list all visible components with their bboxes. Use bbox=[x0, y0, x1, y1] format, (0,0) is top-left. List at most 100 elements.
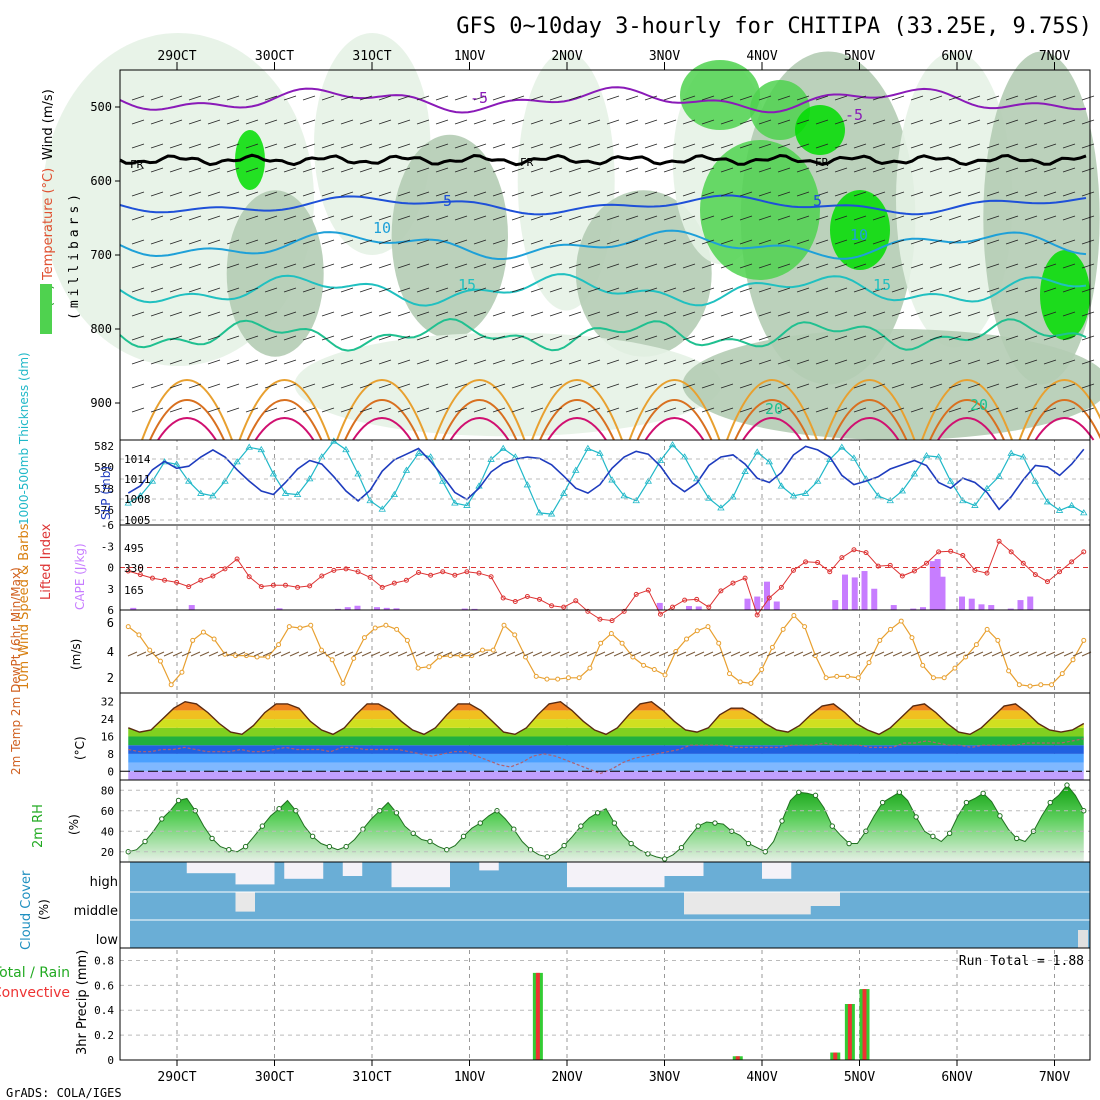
wind-barb bbox=[948, 95, 962, 101]
rh2m-point bbox=[360, 826, 366, 832]
wind-barb bbox=[169, 239, 183, 245]
wind-barb bbox=[454, 407, 468, 413]
rh2m-ylabel: 2m RH bbox=[31, 804, 46, 848]
freezing-label: FR bbox=[815, 156, 829, 169]
wind-barb bbox=[340, 119, 354, 125]
wind-barb bbox=[1062, 191, 1076, 197]
cape-bar bbox=[1007, 608, 1014, 610]
wind-barb bbox=[967, 239, 981, 245]
wind-barb bbox=[720, 239, 734, 245]
wind-barb-10m bbox=[370, 651, 381, 657]
wind-barb bbox=[397, 215, 411, 221]
cape-bar bbox=[744, 598, 751, 610]
wind-speed-point bbox=[136, 632, 142, 638]
wind-barb bbox=[131, 383, 145, 389]
wind-barb-10m bbox=[253, 651, 264, 657]
top-date-label: 2NOV bbox=[551, 49, 582, 64]
wind-barb bbox=[663, 119, 677, 125]
wind-barb bbox=[568, 407, 582, 413]
wind-barb bbox=[1062, 119, 1076, 125]
wind-barb bbox=[872, 335, 886, 341]
wind-barb bbox=[1081, 287, 1095, 293]
wind-barb bbox=[777, 311, 791, 317]
wind-barb bbox=[492, 407, 506, 413]
wind-barb-10m bbox=[739, 651, 750, 657]
wind-barb bbox=[492, 95, 506, 101]
wind-barb-10m bbox=[631, 651, 642, 657]
lifted-index-point bbox=[718, 588, 724, 594]
warm-arch-contour bbox=[644, 417, 705, 441]
wind-barb bbox=[625, 119, 639, 125]
wind-speed-point bbox=[608, 631, 614, 637]
wind-barb-10m bbox=[991, 651, 1002, 657]
thickness-point bbox=[426, 453, 435, 460]
wind-barb bbox=[169, 119, 183, 125]
wind-barb bbox=[397, 191, 411, 197]
contour-label: 15 bbox=[873, 276, 891, 294]
thickness-point bbox=[1031, 477, 1040, 484]
top-date-label: 1NOV bbox=[454, 49, 485, 64]
wind-barb bbox=[644, 407, 658, 413]
wind-speed-point bbox=[555, 676, 561, 682]
wind-barb bbox=[606, 407, 620, 413]
wind-barb bbox=[397, 311, 411, 317]
thickness-point bbox=[850, 454, 858, 461]
warm-arch-contour bbox=[336, 379, 428, 441]
rh2m-point bbox=[326, 843, 333, 850]
wind-barb-10m bbox=[361, 651, 372, 657]
wind-barb bbox=[815, 215, 829, 221]
wind-barb-10m bbox=[523, 651, 534, 657]
wind-barb bbox=[910, 191, 924, 197]
wind-speed-point bbox=[587, 665, 593, 671]
wind-barb bbox=[530, 359, 544, 365]
precip-convective-legend: Convective bbox=[0, 985, 70, 1001]
wind-barb bbox=[777, 335, 791, 341]
cape-bar bbox=[374, 607, 380, 610]
wind-barb bbox=[587, 359, 601, 365]
wind-barb bbox=[663, 263, 677, 269]
warm-arch-contour bbox=[433, 379, 526, 441]
wind-barb bbox=[872, 407, 886, 413]
wind-barb bbox=[1024, 143, 1038, 149]
wind-barb bbox=[283, 119, 297, 125]
wind-barb bbox=[1005, 407, 1019, 413]
wind-barb bbox=[891, 407, 905, 413]
wind-barb bbox=[1043, 119, 1057, 125]
wind-barb bbox=[283, 191, 297, 197]
thickness-point bbox=[898, 487, 907, 494]
wind-barb bbox=[321, 167, 335, 173]
wind-barb bbox=[663, 311, 677, 317]
wind-barb bbox=[245, 167, 259, 173]
wind-barb-10m bbox=[226, 651, 237, 657]
wind-barb bbox=[568, 191, 582, 197]
wind-barb-10m bbox=[667, 651, 678, 657]
wind-barb bbox=[701, 335, 715, 341]
wind-barb bbox=[1043, 215, 1057, 221]
lifted-index-point bbox=[246, 574, 252, 580]
rh-shading bbox=[682, 329, 1100, 440]
wind-barb bbox=[758, 143, 772, 149]
wind-barb bbox=[910, 383, 924, 389]
wind-barb bbox=[758, 311, 772, 317]
wind-barb bbox=[644, 335, 658, 341]
millibars-label: (millibars) bbox=[67, 190, 82, 320]
panel-frame-precip bbox=[119, 947, 1091, 1061]
wind-barb bbox=[720, 263, 734, 269]
wind-barb bbox=[492, 287, 506, 293]
cape-bar bbox=[383, 607, 390, 610]
cape-tick-label: 495 bbox=[124, 542, 144, 555]
slp-ylabel-group: SLP (mb) bbox=[99, 466, 113, 520]
lifted-index-point bbox=[452, 572, 458, 578]
thickness-point bbox=[1067, 501, 1076, 508]
wind-barb bbox=[891, 335, 905, 341]
thickness-point bbox=[693, 475, 701, 482]
wind-barb bbox=[758, 287, 772, 293]
wind-barb bbox=[397, 119, 411, 125]
wind-speed-point bbox=[544, 676, 550, 682]
wind-barb bbox=[644, 239, 658, 245]
precip-ylabel: 3hr Precip (mm) bbox=[75, 950, 90, 1055]
rh2m-point bbox=[896, 789, 903, 795]
thickness-point bbox=[765, 458, 773, 465]
wind-speed-point bbox=[437, 654, 443, 660]
wind-barb bbox=[416, 95, 430, 101]
